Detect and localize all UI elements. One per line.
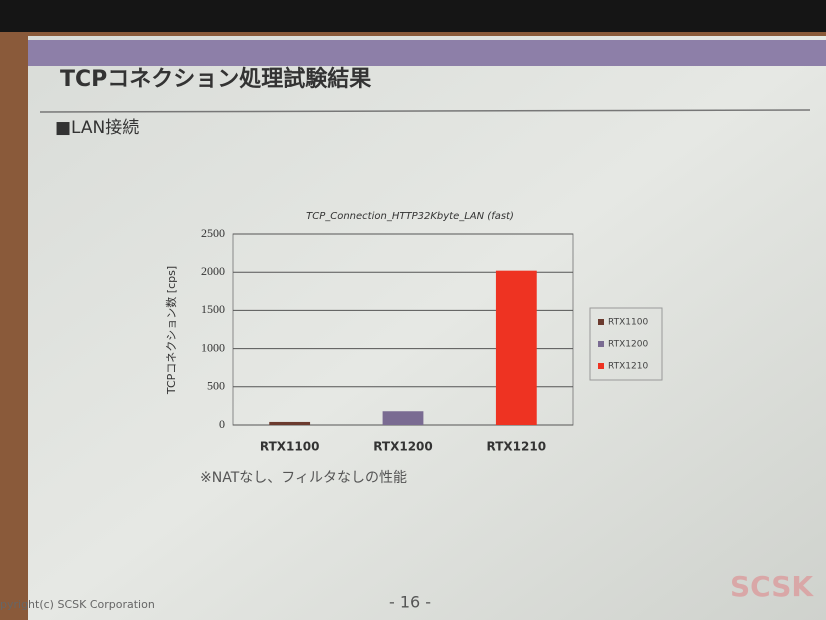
title-band <box>28 40 826 66</box>
note: ※NATなし、フィルタなしの性能 <box>200 470 407 486</box>
legend-label: RTX1100 <box>608 318 648 328</box>
bar <box>269 421 311 425</box>
copyright: pyright(c) SCSK Corporation <box>0 598 155 611</box>
legend-swatch <box>598 319 604 325</box>
x-tick-label: RTX1200 <box>373 440 433 454</box>
chart: TCP_Connection_HTTP32Kbyte_LAN (fast) TC… <box>165 211 663 454</box>
legend-label: RTX1200 <box>608 340 648 350</box>
legend-swatch <box>598 341 604 347</box>
slide <box>28 36 826 620</box>
y-tick-label: 1500 <box>201 302 225 316</box>
legend-swatch <box>598 363 604 369</box>
y-tick-label: 0 <box>219 417 225 431</box>
logo: SCSK <box>730 570 814 603</box>
bar <box>382 411 424 425</box>
bar <box>495 270 537 425</box>
legend-box <box>589 307 663 381</box>
section: ■LAN接続 <box>55 118 139 138</box>
y-axis-label: TCPコネクション数 [cps] <box>165 266 178 395</box>
y-tick-label: 500 <box>207 379 225 393</box>
chart-title: TCP_Connection_HTTP32Kbyte_LAN (fast) <box>306 211 514 222</box>
y-tick-label: 1000 <box>201 340 225 354</box>
y-tick-label: 2000 <box>201 264 225 278</box>
x-tick-label: RTX1210 <box>487 440 547 454</box>
title-rule <box>39 109 811 113</box>
page-number: - 16 - <box>389 593 431 612</box>
legend-label: RTX1210 <box>608 362 648 372</box>
x-tick-label: RTX1100 <box>260 440 320 454</box>
slide-title: TCPコネクション処理試験結果 <box>60 66 371 92</box>
y-tick-label: 2500 <box>201 226 225 240</box>
